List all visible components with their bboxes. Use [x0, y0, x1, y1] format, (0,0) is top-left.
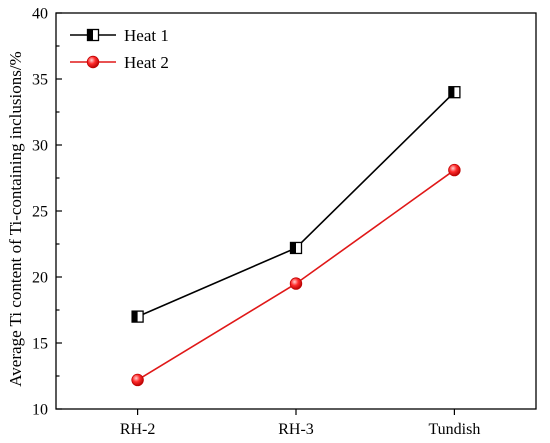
y-tick-label: 20 [32, 270, 48, 287]
x-tick-label: Tundish [428, 421, 480, 438]
axes: 10 15 20 25 30 35 40 RH-2 RH-3 Tundish [32, 6, 537, 438]
plot-frame [55, 12, 537, 410]
x-tick-label: RH-3 [278, 421, 314, 438]
series-group [131, 86, 461, 387]
series-point [289, 241, 303, 255]
y-tick-label: 35 [32, 72, 48, 89]
marker-fill [132, 311, 138, 323]
series-heat-1 [131, 86, 461, 323]
y-tick-label: 15 [32, 336, 48, 353]
series-point [86, 28, 100, 42]
marker-fill [290, 242, 296, 254]
series-point [131, 373, 144, 387]
series-point [131, 310, 144, 323]
legend-label: Heat 1 [124, 26, 169, 45]
legend-label: Heat 2 [124, 53, 169, 72]
y-tick-label: 30 [32, 138, 48, 155]
marker-fill [87, 29, 93, 41]
legend: Heat 1 Heat 2 [70, 26, 169, 72]
y-tick-label: 25 [32, 204, 48, 221]
legend-entry: Heat 2 [70, 53, 169, 72]
x-tick-label: RH-2 [120, 421, 156, 438]
legend-entry: Heat 1 [70, 26, 169, 45]
series-point [289, 277, 303, 290]
series-point [86, 55, 100, 69]
y-axis-label: Average Ti content of Ti-containing incl… [6, 51, 25, 386]
series-line [137, 169, 455, 381]
series-heat-2 [131, 163, 461, 387]
marker-fill [448, 86, 455, 98]
series-point [448, 86, 461, 99]
series-point [448, 163, 461, 177]
y-tick-label: 40 [32, 6, 48, 23]
y-tick-label: 10 [32, 402, 48, 419]
